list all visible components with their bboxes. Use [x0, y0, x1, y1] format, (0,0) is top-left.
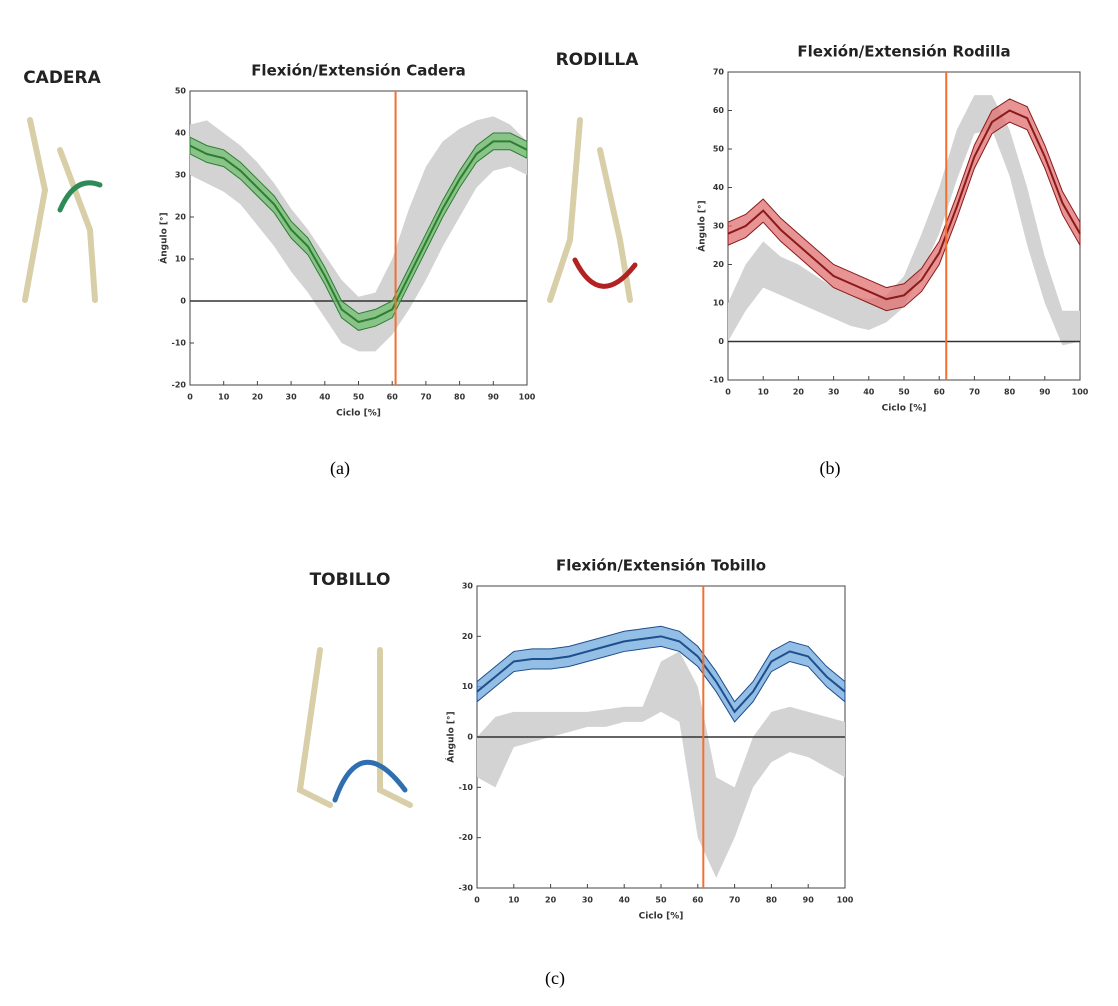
- x-tick-label: 90: [1039, 388, 1051, 397]
- y-tick-label: -20: [459, 833, 474, 842]
- x-axis-label: Ciclo [%]: [882, 404, 927, 414]
- x-tick-label: 0: [474, 896, 480, 905]
- y-tick-label: 0: [180, 297, 186, 306]
- x-tick-label: 80: [1004, 388, 1016, 397]
- normative-band: [190, 116, 527, 352]
- y-axis-label: Ángulo [°]: [696, 200, 708, 251]
- y-axis-label: Ángulo [°]: [158, 212, 170, 263]
- y-tick-label: 30: [713, 222, 725, 231]
- y-tick-label: 20: [175, 213, 187, 222]
- x-axis-label: Ciclo [%]: [336, 409, 381, 419]
- x-tick-label: 70: [969, 388, 981, 397]
- x-axis-label: Ciclo [%]: [639, 912, 684, 922]
- joint-label: RODILLA: [556, 50, 640, 70]
- x-tick-label: 60: [387, 393, 399, 402]
- y-tick-label: 20: [713, 260, 725, 269]
- x-tick-label: 40: [863, 388, 875, 397]
- x-tick-label: 40: [619, 896, 631, 905]
- panel-caption: (c): [545, 968, 565, 989]
- x-tick-label: 30: [582, 896, 594, 905]
- panel-caption: (a): [330, 458, 350, 479]
- y-tick-label: 40: [175, 129, 187, 138]
- y-tick-label: 60: [713, 106, 725, 115]
- x-tick-label: 100: [1072, 388, 1089, 397]
- y-tick-label: 30: [462, 582, 474, 591]
- x-tick-label: 50: [353, 393, 365, 402]
- y-tick-label: 0: [718, 337, 724, 346]
- x-tick-label: 90: [488, 393, 500, 402]
- x-tick-label: 60: [692, 896, 704, 905]
- mean-line: [476, 635, 846, 714]
- chart-title: Flexión/Extensión Rodilla: [797, 43, 1010, 61]
- y-tick-label: 40: [713, 183, 725, 192]
- normative-band: [477, 651, 845, 878]
- x-tick-label: 20: [252, 393, 264, 402]
- mean-line: [189, 140, 528, 324]
- x-tick-label: 70: [420, 393, 432, 402]
- hip-illustration: [22, 117, 103, 303]
- y-tick-label: 10: [462, 682, 474, 691]
- x-tick-label: 100: [837, 896, 854, 905]
- x-tick-label: 0: [725, 388, 731, 397]
- x-tick-label: 80: [454, 393, 466, 402]
- sd-band: [476, 625, 846, 723]
- x-tick-label: 30: [286, 393, 298, 402]
- x-tick-label: 80: [766, 896, 778, 905]
- x-tick-label: 90: [803, 896, 815, 905]
- y-tick-label: -10: [710, 376, 725, 385]
- y-tick-label: 10: [175, 255, 187, 264]
- chart-title: Flexión/Extensión Cadera: [251, 62, 466, 80]
- ankle-illustration: [296, 647, 413, 808]
- y-tick-label: 70: [713, 68, 725, 77]
- sd-band: [189, 132, 528, 331]
- panel-caption: (b): [820, 458, 841, 479]
- x-tick-label: 0: [187, 393, 193, 402]
- y-tick-label: 50: [175, 87, 187, 96]
- x-tick-label: 40: [319, 393, 331, 402]
- x-tick-label: 50: [655, 896, 667, 905]
- x-tick-label: 60: [934, 388, 946, 397]
- y-tick-label: 50: [713, 145, 725, 154]
- y-tick-label: 20: [462, 632, 474, 641]
- joint-label: CADERA: [23, 68, 101, 88]
- x-tick-label: 20: [545, 896, 557, 905]
- x-tick-label: 30: [828, 388, 840, 397]
- x-tick-label: 100: [519, 393, 536, 402]
- y-axis-label: Ángulo [°]: [445, 711, 457, 762]
- y-tick-label: -30: [459, 884, 474, 893]
- joint-label: TOBILLO: [310, 570, 391, 590]
- knee-illustration: [547, 117, 638, 303]
- x-tick-label: 70: [729, 896, 741, 905]
- y-tick-label: -20: [172, 381, 187, 390]
- x-tick-label: 10: [758, 388, 770, 397]
- y-tick-label: -10: [172, 339, 187, 348]
- normative-band: [728, 95, 1080, 346]
- mean-line: [727, 109, 1081, 301]
- y-tick-label: 30: [175, 171, 187, 180]
- y-tick-label: -10: [459, 783, 474, 792]
- x-tick-label: 10: [508, 896, 520, 905]
- sd-band: [727, 98, 1081, 312]
- x-tick-label: 50: [898, 388, 910, 397]
- chart-title: Flexión/Extensión Tobillo: [556, 557, 766, 575]
- x-tick-label: 20: [793, 388, 805, 397]
- y-tick-label: 0: [467, 733, 473, 742]
- y-tick-label: 10: [713, 299, 725, 308]
- x-tick-label: 10: [218, 393, 230, 402]
